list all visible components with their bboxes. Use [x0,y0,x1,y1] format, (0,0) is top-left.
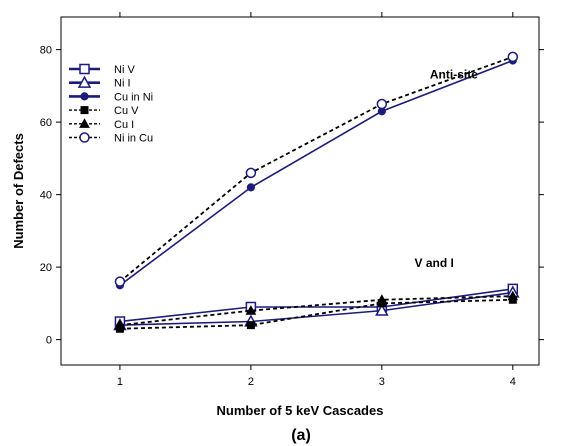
data-point-ni-in-cu [376,98,388,110]
y-tick-label: 0 [46,335,52,347]
legend-marker [79,132,90,143]
series-line-ni-v [119,288,513,323]
data-point-ni-i [375,303,389,316]
legend-marker [80,106,89,115]
data-point-cu-i [507,290,519,301]
plot-frame [60,16,540,366]
legend-marker [79,63,90,75]
x-tick-label: 4 [510,376,516,388]
legend-marker [77,75,92,88]
legend-label: Ni I [114,78,131,90]
legend-item-cu-v: Cu V [69,105,139,117]
y-tick-label: 20 [40,262,52,274]
data-point-ni-in-cu [114,276,126,287]
legend-label: Cu in Ni [114,91,153,103]
legend-item-ni-v: Ni V [69,63,135,76]
data-point-cu-v [246,321,255,330]
series-line-cu-in-ni [119,59,514,286]
y-tick-label: 60 [40,117,52,129]
legend-item-cu-i: Cu I [69,118,134,131]
legend-marker [79,118,90,128]
annotation-v-and-i: V and I [415,256,454,270]
data-point-cu-i [245,305,257,315]
y-tick-label: 40 [40,190,52,202]
legend-label: Ni V [114,64,135,76]
series-layer [113,51,520,333]
series-line-cu-i [119,295,513,327]
series-ni-in-cu [114,51,519,287]
series-line-cu-v [119,298,513,330]
panel-label: (a) [291,427,311,444]
x-axis-title: Number of 5 keV Cascades [217,403,384,418]
legend-item-ni-in-cu: Ni in Cu [69,132,153,145]
legend-label: Ni in Cu [114,133,153,145]
data-point-cu-i [376,294,388,304]
series-cu-in-ni [115,56,517,290]
series-ni-i [113,285,520,331]
y-axis-title: Number of Defects [11,133,26,249]
legend-item-ni-i: Ni I [69,75,131,90]
legend: Ni V Ni ICu in Ni Cu V Cu I Ni in Cu [69,63,153,145]
data-point-cu-in-ni [246,183,255,192]
data-point-cu-i [114,319,126,330]
series-line-ni-in-cu [119,56,514,283]
x-tick-label: 1 [117,376,123,388]
legend-label: Cu I [114,119,134,131]
data-point-ni-in-cu [245,167,257,179]
series-cu-i [114,290,519,330]
legend-marker [80,92,89,101]
series-cu-v [115,295,517,333]
annotation-anti-site: Anti-site [430,68,478,82]
data-point-ni-in-cu [507,51,519,63]
x-tick-label: 2 [248,376,254,388]
legend-item-cu-in-ni: Cu in Ni [69,91,153,103]
x-tick-label: 3 [379,376,385,388]
y-tick-label: 80 [40,45,52,57]
legend-label: Cu V [114,105,139,117]
